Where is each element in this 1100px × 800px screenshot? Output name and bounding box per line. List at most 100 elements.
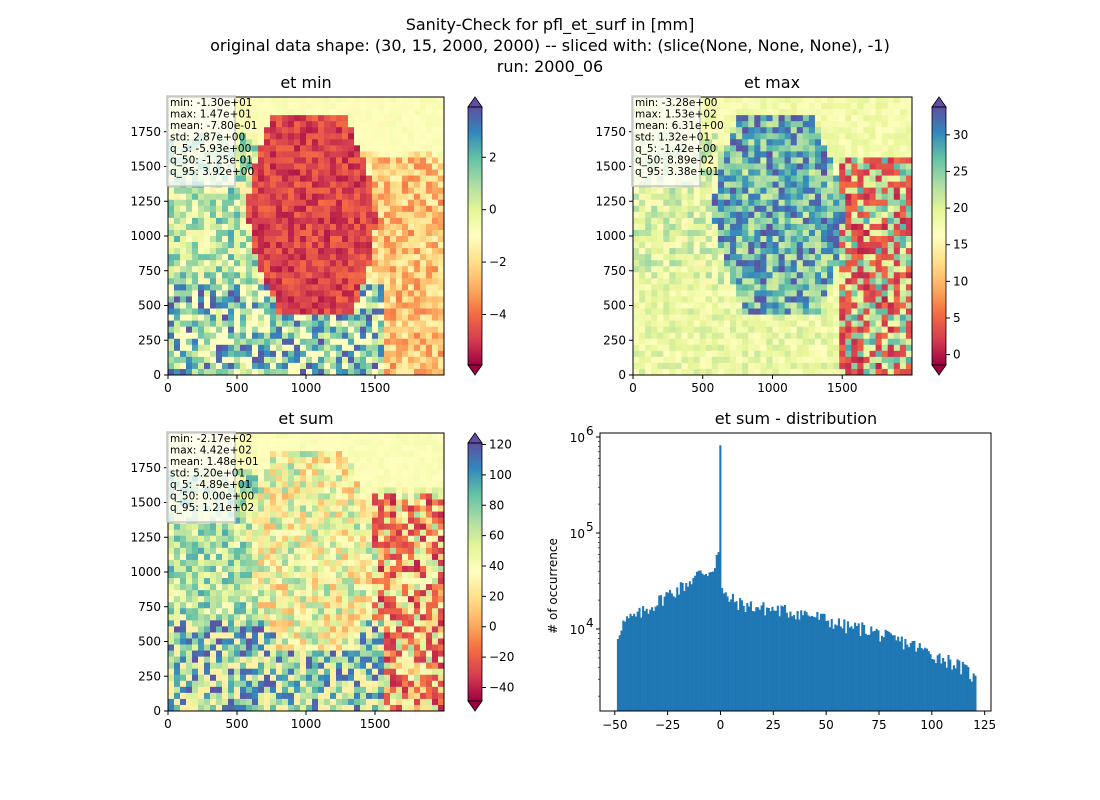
heatmap-cell [414,290,421,297]
heatmap-cell [336,290,343,297]
heatmap-cell [420,290,427,297]
heatmap-cell [288,308,295,315]
heatmap-cell [216,229,223,237]
heatmap-cell [294,254,301,261]
heatmap-cell [168,217,175,225]
heatmap-cell [414,223,421,231]
heatmap-cell [438,308,445,315]
heatmap-cell [240,145,247,152]
heatmap-cell [899,236,907,243]
heatmap-cell [210,326,217,334]
heatmap-cell [180,242,187,249]
heatmap-cell [336,103,343,110]
heatmap-cell [821,145,828,152]
heatmap-cell [851,254,858,261]
heatmap-cell [821,248,828,255]
heatmap-cells [168,97,445,376]
heatmap-cell [210,344,217,352]
heatmap-cell [282,187,289,195]
heatmap-cell [354,362,361,370]
heatmap-cell [300,127,307,134]
heatmap-cell [180,644,187,651]
heatmap-cell [705,356,713,364]
heatmap-cell [905,350,913,358]
heatmap-cell [240,674,247,682]
heatmap-cell [736,248,743,255]
heatmap-cell [234,517,241,525]
heatmap-cell [234,523,241,531]
heatmap-cell [438,115,445,122]
heatmap-cell [693,308,701,315]
heatmap-cell [288,362,295,370]
heatmap-cell [778,350,786,358]
heatmap-cell [252,109,259,116]
heatmap-cell [833,133,840,140]
heatmap-cell [863,350,870,358]
heatmap-cell [210,320,217,328]
heatmap-cell [198,565,205,573]
heatmap-cell [772,254,779,261]
heatmap-cell [808,223,816,231]
heatmap-cell [766,103,773,110]
heatmap-cell [390,356,397,364]
heatmap-cell [378,278,385,285]
heatmap-cell [330,223,337,231]
heatmap-cell [204,674,211,682]
heatmap-cell [288,326,295,334]
heatmap-cell [396,350,403,358]
heatmap-cell [336,169,343,176]
heatmap-cell [905,229,913,237]
heatmap-cell [426,314,433,322]
heatmap-cell [270,290,277,297]
heatmap-cell [168,242,175,249]
heatmap-cell [360,187,367,195]
heatmap-cell [766,368,773,376]
heatmap-cell [294,314,301,322]
heatmap-cell [772,356,779,364]
heatmap-cell [198,266,205,273]
heatmap-cell [348,236,355,243]
heatmap-cell [396,175,403,183]
heatmap-cell [390,248,397,255]
heatmap-cell [893,308,901,315]
heatmap-cell [354,229,361,237]
heatmap-cell [796,145,804,152]
heatmap-cell [324,133,331,140]
heatmap-cell [857,362,864,370]
heatmap-cell [899,290,907,297]
heatmap-cell [366,242,373,249]
heatmap-cell [324,266,331,273]
heatmap-cell [736,157,743,164]
heatmap-cell [438,217,445,225]
heatmap-cell [881,290,889,297]
heatmap-cell [234,656,241,664]
heatmap-cell [657,242,664,249]
heatmap-cell [705,326,713,334]
heatmap-cell [234,698,241,706]
heatmap-cell [180,668,187,676]
heatmap-cell [760,284,767,291]
heatmap-cell [228,236,235,243]
heatmap-cell [905,103,913,110]
heatmap-cell [234,368,241,376]
heatmap-cell [240,493,247,500]
heatmap-cell [796,254,804,261]
heatmap-cell [366,97,373,104]
heatmap-cell [420,229,427,237]
heatmap-cell [875,242,883,249]
heatmap-cell [426,278,433,285]
heatmap-cell [246,644,253,651]
heatmap-cell [633,229,640,237]
heatmap-cell [438,344,445,352]
heatmap-cell [390,332,397,340]
heatmap-cell [348,332,355,340]
heatmap-cell [240,109,247,116]
heatmap-cell [657,332,664,340]
heatmap-cell [300,290,307,297]
heatmap-cell [863,236,870,243]
heatmap-cell [681,326,688,334]
heatmap-cell [294,145,301,152]
heatmap-cell [657,248,664,255]
heatmap-cell [657,284,664,291]
heatmap-cell [426,163,433,170]
